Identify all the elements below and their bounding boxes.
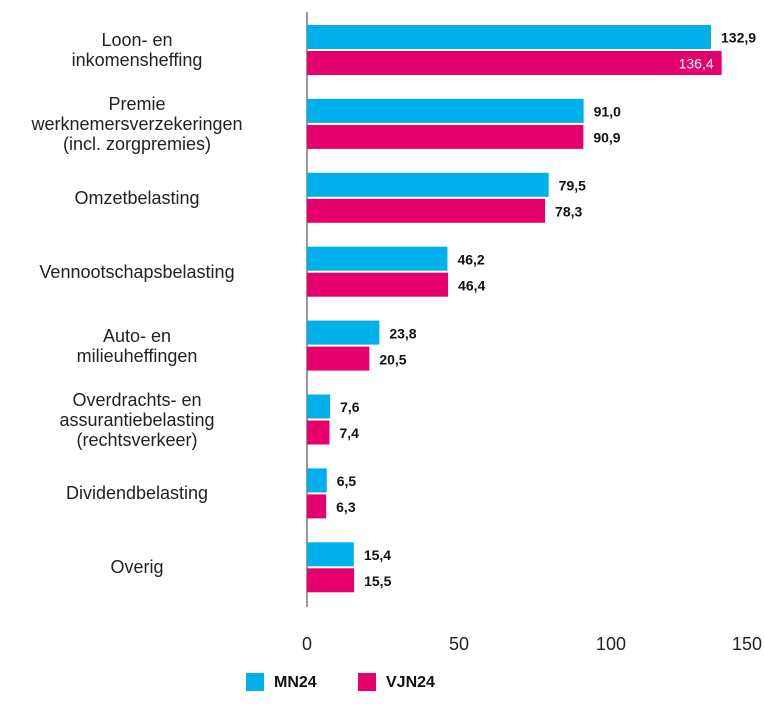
bar xyxy=(307,98,584,123)
value-label: 46,4 xyxy=(458,277,485,293)
legend-swatch xyxy=(246,673,264,691)
bar xyxy=(307,246,448,271)
value-label: 15,5 xyxy=(364,573,391,589)
value-label: 6,5 xyxy=(337,473,357,489)
value-label: 46,2 xyxy=(457,251,484,267)
bar xyxy=(307,320,380,345)
category-label: Dividendbelasting xyxy=(65,483,209,504)
value-label: 91,0 xyxy=(594,104,621,120)
bar xyxy=(307,51,722,75)
value-label: 90,9 xyxy=(593,130,620,146)
category-label: Auto- en milieuheffingen xyxy=(76,325,198,366)
bar xyxy=(307,494,327,519)
value-label: 136,4 xyxy=(679,56,714,72)
x-tick-label: 50 xyxy=(449,634,469,654)
bar xyxy=(307,272,449,297)
legend-label: VJN24 xyxy=(386,674,435,691)
category-label: Vennootschapsbelasting xyxy=(39,261,235,282)
bar xyxy=(307,346,370,371)
bar xyxy=(307,420,330,445)
value-label: 78,3 xyxy=(555,204,582,220)
category-label: Overdrachts- en assurantiebelasting (rec… xyxy=(59,389,215,450)
category-label: Overig xyxy=(110,557,164,578)
bar xyxy=(307,198,546,223)
value-label: 79,5 xyxy=(559,178,586,194)
value-label: 132,9 xyxy=(721,30,756,46)
bar xyxy=(307,542,354,567)
x-tick-label: 150 xyxy=(732,634,762,654)
category-label: Loon- en inkomensheffing xyxy=(71,30,203,70)
bar xyxy=(307,25,712,49)
value-label: 7,4 xyxy=(339,425,359,441)
legend-swatch xyxy=(358,673,376,691)
value-label: 23,8 xyxy=(389,325,416,341)
x-tick-label: 100 xyxy=(596,634,626,654)
category-label: Premie werknemersverzekeringen (incl. zo… xyxy=(31,93,243,154)
bar xyxy=(307,568,355,593)
category-label: Omzetbelasting xyxy=(74,187,200,208)
x-tick-label: 0 xyxy=(302,634,312,654)
bar xyxy=(307,468,327,493)
value-label: 15,4 xyxy=(364,547,391,563)
value-label: 6,3 xyxy=(336,499,356,515)
value-label: 7,6 xyxy=(340,399,360,415)
bar xyxy=(307,124,584,149)
legend-label: MN24 xyxy=(274,674,317,691)
bar xyxy=(307,172,549,197)
value-label: 20,5 xyxy=(379,351,406,367)
bar xyxy=(307,394,331,419)
